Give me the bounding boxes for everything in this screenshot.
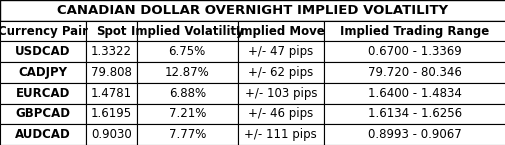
Text: 1.6134 - 1.6256: 1.6134 - 1.6256 bbox=[367, 107, 461, 120]
Text: +/- 46 pips: +/- 46 pips bbox=[248, 107, 313, 120]
Text: +/- 62 pips: +/- 62 pips bbox=[248, 66, 313, 79]
Bar bbox=[136, 21, 237, 41]
Text: 6.88%: 6.88% bbox=[168, 87, 206, 100]
Text: +/- 47 pips: +/- 47 pips bbox=[248, 45, 313, 58]
Bar bbox=[323, 41, 505, 62]
Bar bbox=[136, 124, 237, 145]
Bar bbox=[136, 62, 237, 83]
Text: USDCAD: USDCAD bbox=[15, 45, 71, 58]
Text: 12.87%: 12.87% bbox=[165, 66, 209, 79]
Bar bbox=[86, 21, 136, 41]
Bar bbox=[86, 41, 136, 62]
Bar bbox=[0, 124, 86, 145]
Bar bbox=[323, 62, 505, 83]
Text: 1.3322: 1.3322 bbox=[90, 45, 132, 58]
Text: 79.808: 79.808 bbox=[91, 66, 131, 79]
Bar bbox=[86, 62, 136, 83]
Bar bbox=[136, 83, 237, 104]
Bar bbox=[237, 104, 323, 124]
Bar bbox=[0, 0, 505, 21]
Bar bbox=[0, 41, 86, 62]
Text: AUDCAD: AUDCAD bbox=[15, 128, 71, 141]
Text: 6.75%: 6.75% bbox=[168, 45, 206, 58]
Text: CANADIAN DOLLAR OVERNIGHT IMPLIED VOLATILITY: CANADIAN DOLLAR OVERNIGHT IMPLIED VOLATI… bbox=[58, 4, 447, 17]
Text: +/- 103 pips: +/- 103 pips bbox=[244, 87, 317, 100]
Text: 1.4781: 1.4781 bbox=[90, 87, 132, 100]
Text: 1.6400 - 1.4834: 1.6400 - 1.4834 bbox=[367, 87, 461, 100]
Bar bbox=[237, 124, 323, 145]
Text: Implied Trading Range: Implied Trading Range bbox=[340, 25, 488, 38]
Text: EURCAD: EURCAD bbox=[16, 87, 70, 100]
Text: 0.9030: 0.9030 bbox=[91, 128, 131, 141]
Bar bbox=[323, 104, 505, 124]
Text: Currency Pair: Currency Pair bbox=[0, 25, 88, 38]
Text: Implied Move: Implied Move bbox=[236, 25, 325, 38]
Text: 0.6700 - 1.3369: 0.6700 - 1.3369 bbox=[367, 45, 461, 58]
Text: GBPCAD: GBPCAD bbox=[16, 107, 70, 120]
Text: 1.6195: 1.6195 bbox=[90, 107, 132, 120]
Text: 7.21%: 7.21% bbox=[168, 107, 206, 120]
Bar bbox=[136, 41, 237, 62]
Bar bbox=[0, 21, 86, 41]
Text: Spot: Spot bbox=[96, 25, 126, 38]
Bar bbox=[0, 62, 86, 83]
Text: CADJPY: CADJPY bbox=[19, 66, 67, 79]
Text: Implied Volatility: Implied Volatility bbox=[131, 25, 243, 38]
Text: +/- 111 pips: +/- 111 pips bbox=[244, 128, 317, 141]
Bar bbox=[237, 83, 323, 104]
Bar bbox=[323, 83, 505, 104]
Bar bbox=[136, 104, 237, 124]
Text: 0.8993 - 0.9067: 0.8993 - 0.9067 bbox=[367, 128, 461, 141]
Bar bbox=[237, 21, 323, 41]
Bar bbox=[323, 124, 505, 145]
Bar bbox=[86, 104, 136, 124]
Bar bbox=[0, 104, 86, 124]
Bar bbox=[86, 124, 136, 145]
Bar bbox=[237, 41, 323, 62]
Bar bbox=[237, 62, 323, 83]
Bar bbox=[86, 83, 136, 104]
Bar bbox=[323, 21, 505, 41]
Text: 79.720 - 80.346: 79.720 - 80.346 bbox=[367, 66, 461, 79]
Bar bbox=[0, 83, 86, 104]
Text: 7.77%: 7.77% bbox=[168, 128, 206, 141]
